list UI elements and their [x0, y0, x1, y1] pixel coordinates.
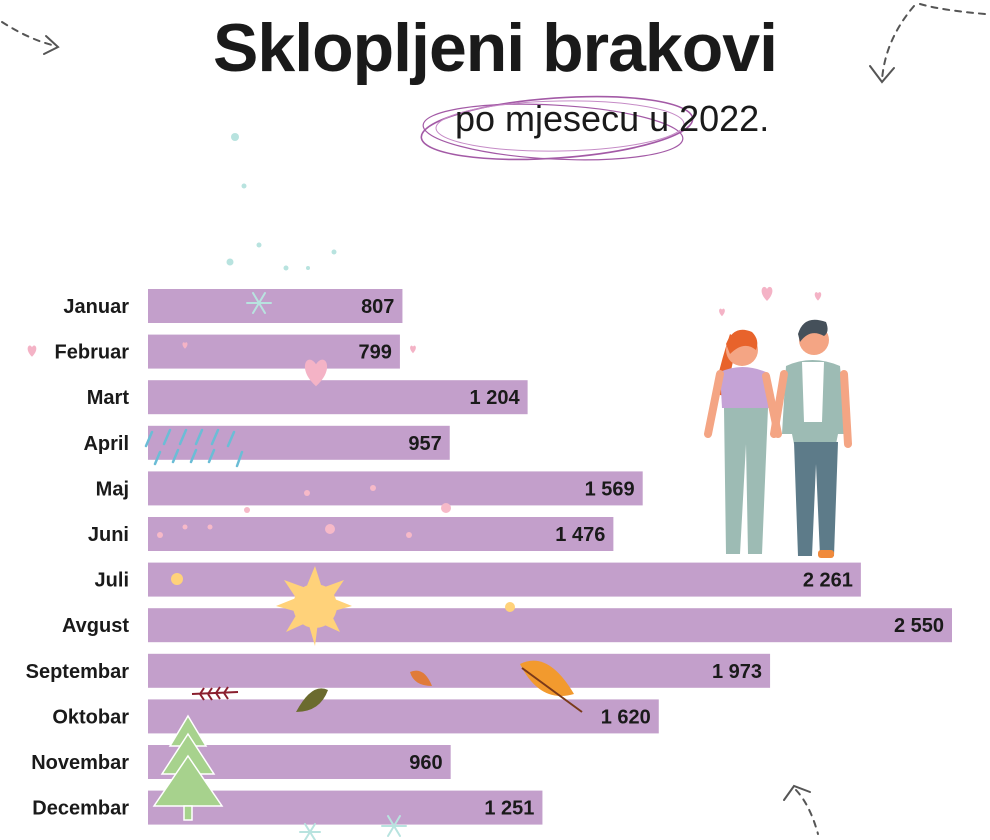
value-label-april: 957: [408, 433, 441, 455]
value-label-januar: 807: [361, 296, 394, 318]
value-label-juni: 1 476: [555, 524, 605, 546]
woman-figure: [704, 329, 782, 554]
couple-illustration: [704, 319, 852, 558]
category-label-juli: Juli: [95, 570, 129, 592]
category-label-juni: Juni: [88, 524, 129, 546]
bar-juni: [148, 517, 614, 551]
category-label-decembar: Decembar: [32, 798, 129, 820]
value-label-oktobar: 1 620: [601, 706, 651, 728]
bar-mart: [148, 380, 528, 415]
category-label-septembar: Septembar: [26, 661, 130, 683]
chart-title: Sklopljeni brakovi: [213, 10, 778, 86]
chart-subtitle: po mjesecu u 2022.: [455, 98, 770, 139]
bar-maj: [148, 471, 643, 506]
category-label-oktobar: Oktobar: [52, 706, 129, 728]
category-label-februar: Februar: [55, 342, 130, 364]
bar-april: [148, 425, 450, 460]
bar-avgust: [148, 608, 952, 643]
bar-februar: [148, 334, 400, 369]
value-label-mart: 1 204: [470, 387, 521, 409]
bar-januar: [148, 289, 403, 323]
arrow-icon: [869, 3, 986, 84]
bar-septembar: [148, 653, 771, 688]
value-label-novembar: 960: [409, 752, 442, 774]
category-label-april: April: [83, 433, 129, 455]
sun-icon: [171, 566, 515, 646]
category-label-maj: Maj: [96, 478, 129, 500]
value-label-avgust: 2 550: [894, 615, 944, 637]
category-label-januar: Januar: [63, 296, 129, 318]
snowflake-icon: [299, 815, 407, 840]
flower-icon: [157, 485, 451, 538]
value-label-septembar: 1 973: [712, 661, 762, 683]
tree-icon: [152, 714, 224, 821]
subtitle-circle-decoration: [420, 95, 694, 161]
value-label-decembar: 1 251: [484, 798, 534, 820]
bar-juli: [148, 562, 861, 597]
category-label-novembar: Novembar: [31, 752, 129, 774]
arrow-icon: [783, 784, 819, 835]
bar-oktobar: [148, 699, 659, 734]
man-figure: [770, 319, 852, 558]
arrow-icon: [1, 21, 60, 55]
snowflake-icon: [246, 292, 272, 314]
leaf-icon: [191, 660, 583, 713]
rain-icon: [144, 428, 244, 468]
value-label-juli: 2 261: [803, 570, 853, 592]
heart-icon: [27, 286, 822, 387]
category-label-mart: Mart: [87, 387, 130, 409]
value-label-maj: 1 569: [585, 478, 635, 500]
category-label-avgust: Avgust: [62, 615, 129, 637]
value-label-februar: 799: [359, 342, 392, 364]
